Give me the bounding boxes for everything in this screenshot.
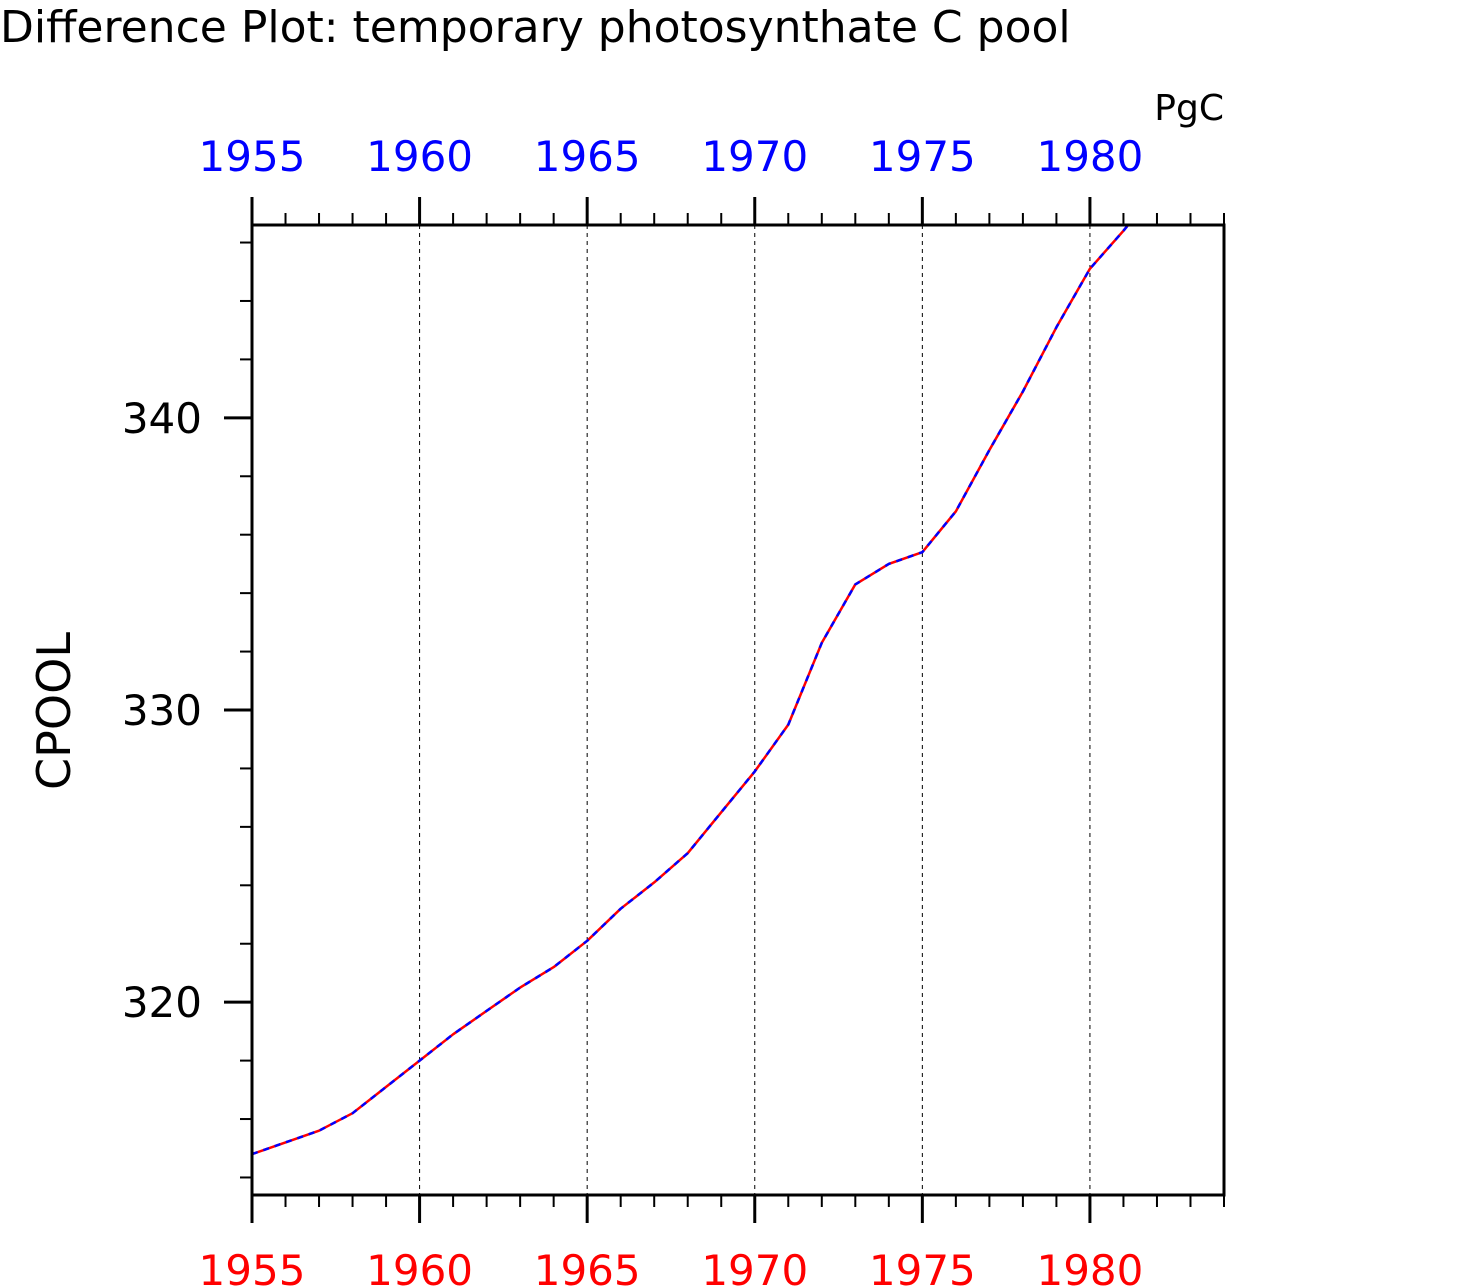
series-line-2: [252, 225, 1130, 1156]
y-axis-label: CPOOL: [27, 632, 81, 790]
grid-lines: [419, 225, 1091, 1195]
units-label: PgC: [1154, 88, 1224, 129]
x-tick-label-bottom: 1970: [701, 1246, 808, 1287]
x-tick-label-bottom: 1960: [366, 1246, 473, 1287]
x-tick-label-top: 1960: [366, 132, 473, 181]
chart-title: Difference Plot: temporary photosynthate…: [0, 2, 1071, 53]
y-tick-label: 330: [122, 686, 202, 735]
y-tick-label: 340: [122, 394, 202, 443]
x-tick-label-bottom: 1955: [199, 1246, 306, 1287]
series-line-1: [252, 225, 1130, 1156]
x-tick-label-top: 1955: [199, 132, 306, 181]
x-tick-label-bottom: 1975: [869, 1246, 976, 1287]
plot-frame: [250, 223, 1226, 1197]
x-tick-label-top: 1970: [701, 132, 808, 181]
x-tick-label-bottom: 1980: [1036, 1246, 1143, 1287]
y-tick-label: 320: [122, 978, 202, 1027]
x-tick-label-top: 1975: [869, 132, 976, 181]
x-tick-label-bottom: 1965: [534, 1246, 641, 1287]
x-tick-label-top: 1980: [1036, 132, 1143, 181]
axis-ticks: [224, 197, 1225, 1223]
x-tick-label-top: 1965: [534, 132, 641, 181]
series-group: [252, 225, 1130, 1156]
series-lines: [252, 225, 1130, 1156]
tick-labels: 1955 1955 1960 1960 1965 1965 1970 1970 1975 1975…: [122, 132, 1144, 1287]
